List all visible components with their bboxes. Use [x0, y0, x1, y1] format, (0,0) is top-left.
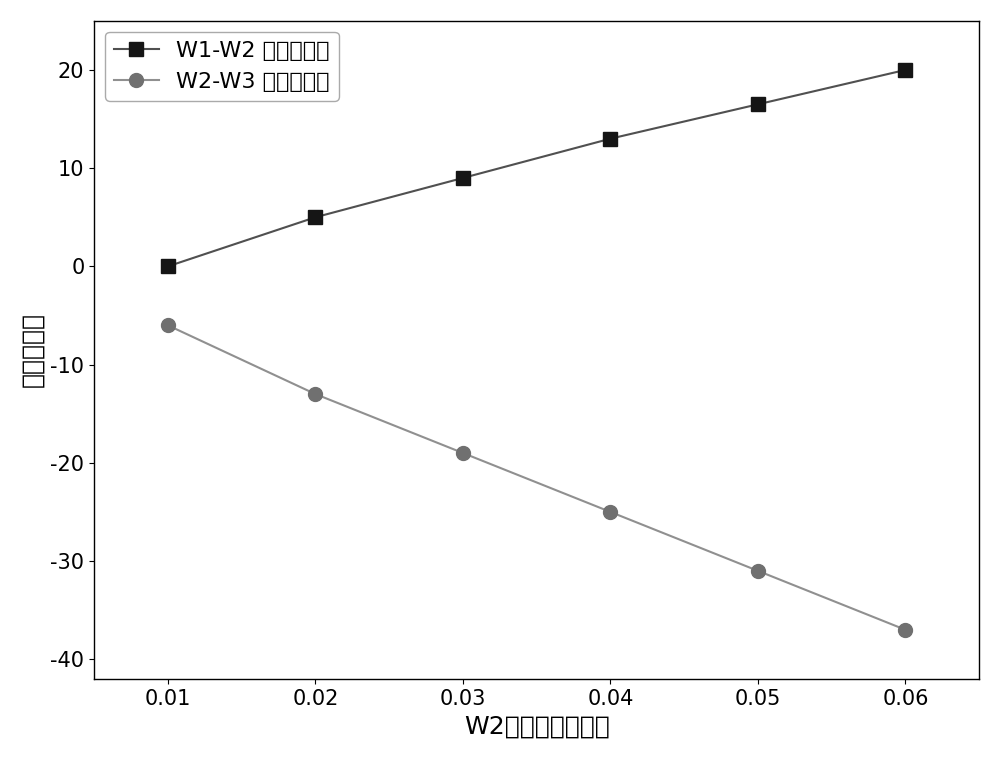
X-axis label: W2绕组等效变形量: W2绕组等效变形量 — [464, 714, 610, 739]
W1-W2 电抗变化率 — [309, 213, 321, 222]
W2-W3 电抗变化率 — [752, 566, 764, 575]
W2-W3 电抗变化率 — [457, 449, 469, 458]
W2-W3 电抗变化率 — [899, 625, 911, 635]
W1-W2 电抗变化率 — [457, 173, 469, 182]
W1-W2 电抗变化率 — [604, 134, 616, 143]
Y-axis label: 电抗变化率: 电抗变化率 — [21, 313, 45, 387]
W2-W3 电抗变化率 — [162, 321, 174, 330]
W2-W3 电抗变化率 — [309, 389, 321, 398]
W1-W2 电抗变化率 — [899, 65, 911, 74]
Line: W2-W3 电抗变化率: W2-W3 电抗变化率 — [161, 318, 912, 637]
Legend: W1-W2 电抗变化率, W2-W3 电抗变化率: W1-W2 电抗变化率, W2-W3 电抗变化率 — [105, 32, 339, 101]
W1-W2 电抗变化率 — [752, 99, 764, 109]
W2-W3 电抗变化率 — [604, 507, 616, 516]
Line: W1-W2 电抗变化率: W1-W2 电抗变化率 — [161, 63, 912, 273]
W1-W2 电抗变化率 — [162, 262, 174, 271]
